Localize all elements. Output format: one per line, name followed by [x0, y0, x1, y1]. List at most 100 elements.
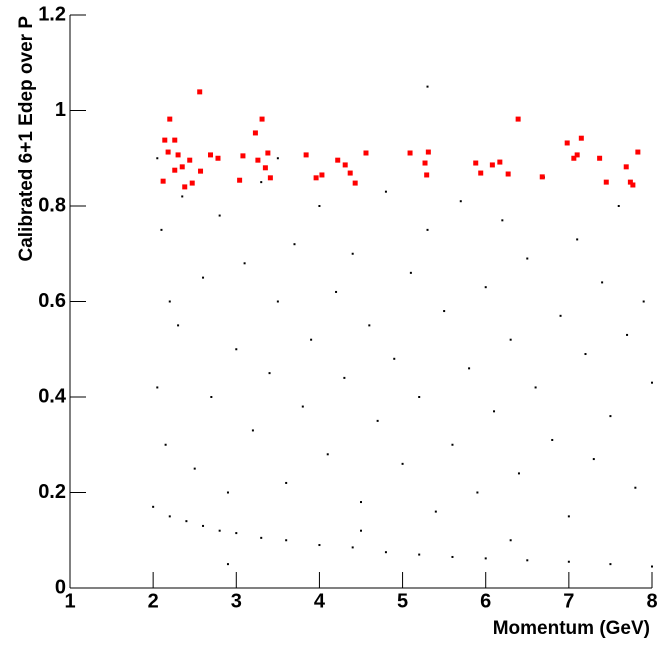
point [177, 324, 180, 327]
point [351, 546, 354, 549]
red-point [172, 167, 178, 173]
red-point [515, 116, 521, 122]
point [160, 228, 163, 231]
red-point [319, 172, 325, 178]
point [185, 520, 188, 523]
point [293, 243, 296, 246]
point [164, 443, 167, 446]
point [243, 262, 246, 265]
point [451, 555, 454, 558]
red-point [252, 130, 258, 136]
x-tick-label: 3 [231, 590, 242, 612]
red-point [197, 89, 203, 95]
point [534, 386, 537, 389]
red-point [237, 177, 243, 183]
point [592, 458, 595, 461]
point [310, 338, 313, 341]
red-point [489, 162, 495, 168]
point [326, 453, 329, 456]
point [459, 200, 462, 203]
red-point [422, 160, 428, 166]
point [218, 214, 221, 217]
red-point [352, 180, 358, 186]
red-point [574, 152, 580, 158]
y-tick-label: 0 [55, 576, 66, 598]
red-point [363, 150, 369, 156]
point [526, 559, 529, 562]
y-tick-label: 1.2 [38, 3, 66, 25]
point [418, 396, 421, 398]
point [468, 367, 471, 370]
point [634, 486, 637, 489]
red-point [347, 170, 353, 176]
point [276, 157, 279, 160]
point [152, 505, 155, 508]
point [276, 300, 279, 303]
point [210, 396, 213, 398]
point [559, 314, 562, 317]
red-point [597, 155, 603, 161]
point [651, 565, 653, 568]
point [509, 539, 512, 542]
red-point [623, 164, 629, 170]
point [493, 410, 496, 413]
point [360, 529, 362, 532]
point [376, 419, 379, 422]
red-point [189, 180, 195, 186]
point [226, 563, 229, 566]
y-tick-label: 0.6 [38, 290, 66, 312]
red-point [473, 160, 479, 166]
point [484, 286, 487, 289]
point [526, 257, 529, 260]
red-point [505, 171, 511, 177]
point [426, 85, 429, 88]
y-axis-title: Calibrated 6+1 Edep over P [16, 16, 37, 262]
point [368, 324, 371, 327]
point [576, 238, 579, 241]
point [418, 553, 421, 556]
red-point [627, 179, 633, 185]
red-point [342, 162, 348, 168]
red-point [335, 157, 341, 163]
point [218, 529, 221, 532]
point [251, 429, 254, 432]
point [509, 338, 512, 341]
point [235, 532, 238, 535]
x-tick-label: 4 [314, 590, 326, 612]
point [168, 300, 171, 303]
point [260, 536, 263, 539]
point [609, 563, 612, 566]
x-tick-label: 2 [148, 590, 159, 612]
point [567, 560, 570, 563]
red-point [187, 157, 193, 163]
x-tick-label: 6 [480, 590, 491, 612]
red-point [182, 184, 188, 190]
red-point [160, 178, 166, 184]
red-point [578, 135, 584, 141]
point [384, 551, 387, 554]
point [156, 386, 159, 389]
y-tick-label: 0.4 [38, 385, 67, 407]
point [642, 300, 645, 303]
red-point [564, 140, 570, 146]
y-tick-label: 0.8 [38, 194, 66, 216]
red-point [255, 157, 261, 163]
red-point [630, 182, 636, 188]
red-point [267, 175, 273, 181]
point [318, 544, 321, 547]
red-point [424, 172, 430, 178]
point [235, 348, 238, 351]
x-tick-label: 1 [64, 590, 75, 612]
red-point [571, 155, 577, 161]
point [301, 405, 304, 408]
red-point [208, 152, 214, 158]
point [168, 515, 171, 518]
point [651, 381, 653, 384]
point [567, 515, 570, 518]
point [443, 310, 446, 313]
red-point [259, 116, 265, 122]
point [609, 415, 612, 418]
point [181, 195, 184, 198]
red-point [603, 179, 609, 185]
